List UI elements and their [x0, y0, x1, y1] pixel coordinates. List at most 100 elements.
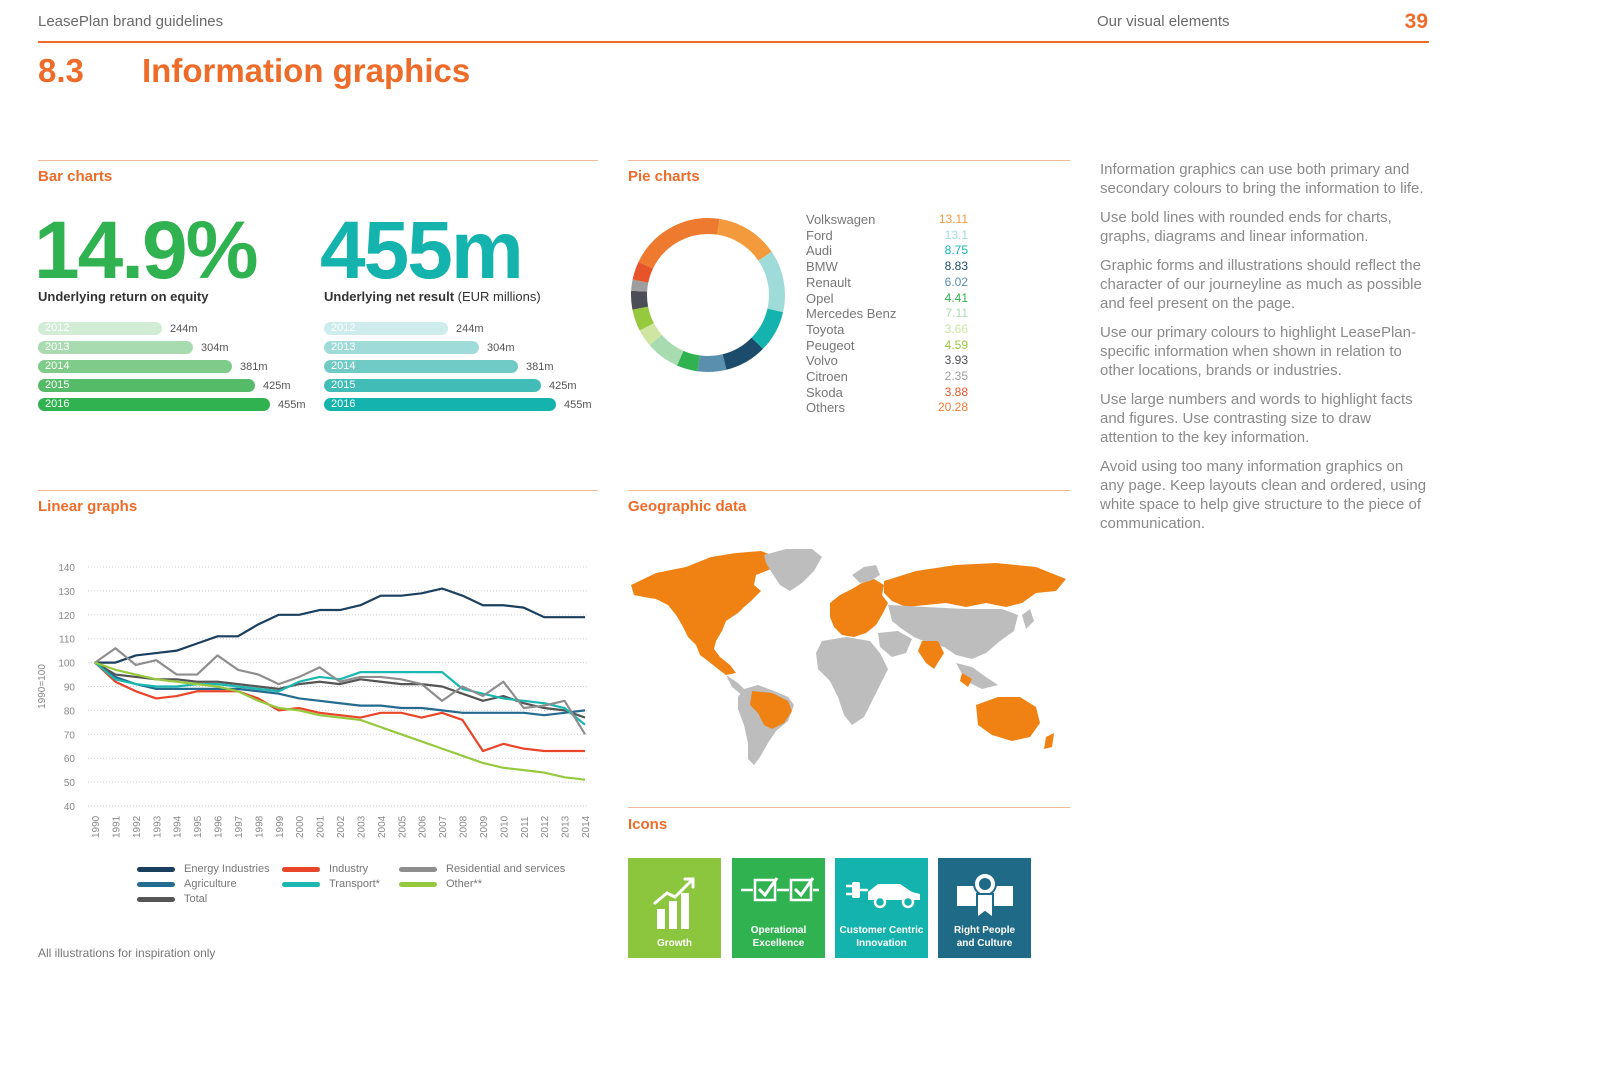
legend-item: Agriculture — [137, 878, 237, 890]
bar-row: 2012 244m — [324, 322, 484, 335]
pie-legend-row: Others 20.28 — [806, 400, 968, 415]
bar-value-label: 425m — [549, 379, 577, 392]
map-new-zealand — [1044, 733, 1054, 749]
pie-legend-row: Volkswagen 13.11 — [806, 212, 968, 227]
bar-value-label: 304m — [487, 341, 515, 354]
donut-slice — [632, 261, 654, 283]
bar-row: 2014 381m — [38, 360, 268, 373]
legend-item: Total — [137, 893, 207, 905]
bar: 2015 — [38, 379, 255, 392]
bar-row: 2015 425m — [324, 379, 577, 392]
footnote: All illustrations for inspiration only — [38, 946, 216, 960]
bar-year-label: 2014 — [45, 360, 70, 372]
y-tick-label: 40 — [64, 802, 76, 813]
pie-legend-name: Volkswagen — [806, 212, 876, 227]
pie-legend-name: Opel — [806, 290, 834, 306]
pie-legend-value: 20.28 — [937, 400, 968, 415]
bar-year-label: 2015 — [331, 379, 356, 391]
legend-swatch — [399, 866, 437, 872]
legend-label: Industry — [329, 863, 369, 875]
y-tick-label: 50 — [64, 778, 76, 789]
donut-slice — [632, 306, 655, 331]
pie-legend-row: Audi 8.75 — [806, 243, 968, 258]
checkbox-process-icon — [740, 877, 819, 902]
x-tick-label: 2007 — [438, 815, 449, 838]
y-tick-label: 90 — [64, 683, 76, 694]
pie-legend-value: 4.41 — [944, 290, 968, 305]
icon-tile-right-people: Right People and Culture — [938, 858, 1031, 958]
y-tick-label: 80 — [64, 706, 76, 717]
legend-label: Total — [184, 893, 208, 905]
section-number: 8.3 — [38, 52, 84, 89]
y-tick-label: 70 — [64, 730, 76, 741]
pie-legend-name: Mercedes Benz — [806, 306, 897, 322]
donut-slice — [638, 218, 720, 269]
bar-value-label: 425m — [263, 379, 291, 392]
net-result-caption-unit: (EUR millions) — [454, 289, 541, 304]
pie-legend-value: 8.75 — [944, 243, 968, 258]
map-malaysia — [960, 673, 972, 687]
description-paragraph: Avoid using too many information graphic… — [1100, 458, 1427, 532]
pie-legend-name: Skoda — [806, 384, 843, 400]
pie-charts-heading: Pie charts — [628, 168, 700, 185]
icon-tile-label: Right People and Culture — [953, 925, 1016, 949]
pie-legend-row: Mercedes Benz 7.11 — [806, 306, 968, 321]
description-paragraph: Graphic forms and illustrations should r… — [1100, 257, 1422, 312]
line-chart: 40 50 60 70 80 90 100 110 120 130 140 1990=100 1990 1… — [37, 563, 592, 838]
pie-legend-name: Toyota — [806, 321, 845, 337]
x-tick-label: 1994 — [173, 815, 184, 838]
big-number-roe: 14.9% — [34, 205, 259, 296]
electric-car-icon — [845, 882, 920, 909]
pie-legend-value: 3.88 — [944, 384, 968, 399]
legend-swatch — [282, 881, 320, 887]
bar-row: 2016 455m — [38, 398, 306, 411]
icon-tile-label: Growth — [657, 938, 692, 949]
pie-legend-row: BMW 8.83 — [806, 259, 968, 274]
y-tick-label: 140 — [58, 563, 75, 574]
x-tick-label: 2014 — [581, 815, 592, 838]
big-number-net-result: 455m — [320, 205, 524, 296]
legend-swatch — [137, 881, 175, 887]
legend-label: Residential and services — [446, 863, 566, 875]
pie-legend-row: Ford 13.1 — [806, 228, 968, 243]
pie-legend-value: 4.59 — [944, 337, 968, 352]
linear-graphs-heading: Linear graphs — [38, 498, 138, 515]
bar: 2012 — [38, 322, 162, 335]
icon-tile-operational-excellence: Operational Excellence — [732, 858, 825, 958]
map-india — [918, 641, 944, 669]
description-paragraph: Use large numbers and words to highlight… — [1100, 391, 1413, 446]
legend-swatch — [137, 866, 175, 872]
bar-chart-roe: 2012 244m 2013 304m 2014 381m 2015 425m 2016 455m — [38, 322, 308, 417]
bar-year-label: 2015 — [45, 379, 70, 391]
x-tick-label: 2009 — [479, 815, 490, 838]
legend-item: Residential and services — [399, 863, 565, 875]
map-asia — [888, 605, 1018, 659]
donut-slice — [639, 322, 662, 346]
award-icon — [956, 872, 1013, 920]
pie-legend-value: 8.83 — [944, 259, 968, 274]
legend-item: Other** — [399, 878, 482, 890]
bar-row: 2015 425m — [38, 379, 291, 392]
map-greenland — [764, 549, 822, 591]
map-middle-east — [878, 631, 912, 657]
description: Information graphics can use both primar… — [1100, 160, 1430, 543]
legend-label: Other** — [446, 878, 483, 890]
pie-legend-row: Toyota 3.66 — [806, 322, 968, 337]
bar-value-label: 455m — [278, 398, 306, 411]
x-tick-label: 2003 — [356, 815, 367, 838]
bar-year-label: 2013 — [331, 341, 356, 353]
y-tick-label: 120 — [58, 611, 75, 622]
net-result-caption: Underlying net result (EUR millions) — [324, 289, 541, 304]
pie-legend-name: Volvo — [806, 353, 838, 369]
series-line — [94, 647, 586, 735]
x-tick-label: 2012 — [540, 815, 551, 838]
pie-legend-name: Audi — [806, 243, 833, 259]
map-brazil — [750, 691, 792, 729]
donut-slice — [649, 334, 684, 366]
map-australia — [976, 697, 1040, 741]
description-paragraph: Information graphics can use both primar… — [1100, 161, 1424, 197]
bar-row: 2016 455m — [324, 398, 592, 411]
legend-item: Transport* — [282, 878, 380, 890]
bar-value-label: 244m — [170, 322, 198, 335]
pie-legend-name: Others — [806, 400, 846, 416]
